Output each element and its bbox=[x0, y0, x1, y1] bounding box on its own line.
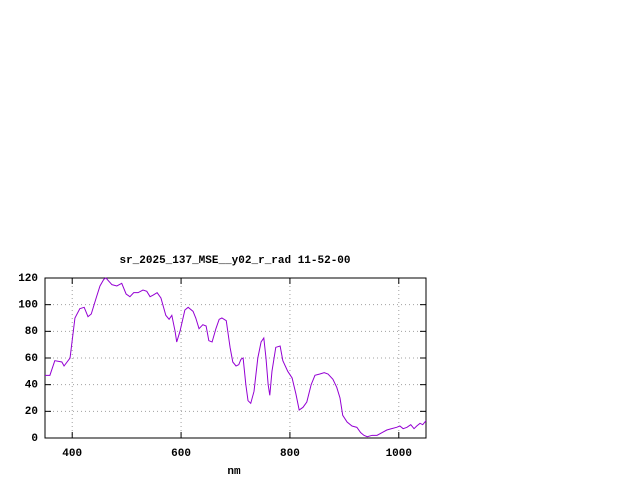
data-line bbox=[45, 277, 427, 438]
x-axis-label: nm bbox=[227, 466, 241, 478]
y-tick-label: 40 bbox=[25, 380, 38, 392]
y-tick-label: 100 bbox=[18, 300, 38, 312]
x-tick-label: 400 bbox=[62, 448, 82, 460]
y-tick-label: 60 bbox=[25, 353, 38, 365]
x-tick-label: 800 bbox=[280, 448, 300, 460]
x-tick-label: 1000 bbox=[386, 448, 412, 460]
x-tick-label: 600 bbox=[171, 448, 191, 460]
y-tick-label: 20 bbox=[25, 406, 38, 418]
y-tick-label: 120 bbox=[18, 273, 38, 285]
plot-border bbox=[44, 277, 427, 439]
y-tick-label: 80 bbox=[25, 326, 38, 338]
y-tick-label: 0 bbox=[31, 433, 38, 445]
chart-title: sr_2025_137_MSE__y02_r_rad 11-52-00 bbox=[119, 255, 350, 267]
